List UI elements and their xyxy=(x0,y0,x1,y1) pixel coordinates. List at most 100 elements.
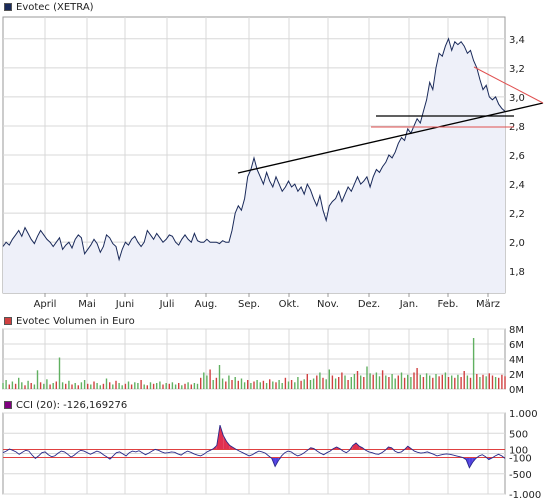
volume-bar xyxy=(369,373,371,390)
volume-bar xyxy=(253,381,255,389)
volume-bar xyxy=(360,375,362,389)
volume-bar xyxy=(165,383,167,389)
cci-y-tick-label: -500 xyxy=(509,470,532,481)
price-y-tick-label: 2,8 xyxy=(509,122,525,133)
price-y-tick-label: 3,0 xyxy=(509,93,525,104)
volume-y-tick-label: 2M xyxy=(509,370,524,381)
volume-bar xyxy=(196,383,199,390)
volume-bar xyxy=(353,374,356,389)
volume-bar xyxy=(262,380,265,390)
cci-fill-oversold xyxy=(469,457,473,468)
price-chart: 1,8 2,0 2,2 2,4 2,6 2,8 3,0 3,2 3,4 April Mai Juni J… xyxy=(2,16,544,310)
volume-bar xyxy=(388,377,390,389)
volume-bar xyxy=(65,383,67,390)
volume-bar xyxy=(33,384,36,389)
volume-bar xyxy=(77,385,79,390)
cci-y-tick-label: 1.000 xyxy=(509,409,538,420)
cci-chart-title-text: CCI (20): -126,169276 xyxy=(16,400,128,411)
volume-bar xyxy=(68,380,70,390)
volume-bar xyxy=(156,383,158,389)
volume-bar xyxy=(247,380,249,389)
volume-bar xyxy=(366,366,368,389)
volume-bar xyxy=(243,382,246,390)
volume-bar xyxy=(11,381,14,389)
volume-bar xyxy=(316,375,318,389)
volume-bar xyxy=(272,381,274,389)
volume-bar xyxy=(447,377,450,389)
volume-bar xyxy=(501,374,503,390)
volume-bar xyxy=(429,375,431,389)
volume-bar xyxy=(488,373,490,390)
volume-bar xyxy=(469,377,472,390)
price-y-tick-label: 2,0 xyxy=(509,238,525,249)
volume-bar xyxy=(121,385,123,390)
volume-bar xyxy=(112,384,114,389)
price-x-tick-label: Jan. xyxy=(399,299,419,310)
volume-bar xyxy=(256,380,258,389)
volume-bar xyxy=(485,376,487,390)
volume-bar xyxy=(472,338,475,389)
volume-bar xyxy=(152,383,155,390)
volume-bar xyxy=(479,377,481,389)
volume-bar xyxy=(309,380,312,389)
trend-line-red xyxy=(473,66,544,104)
volume-y-tick-label: 8M xyxy=(509,325,524,336)
volume-bar xyxy=(71,384,73,389)
volume-bar xyxy=(375,372,378,389)
volume-bar xyxy=(221,378,224,389)
price-x-tick-label: Feb. xyxy=(438,299,459,310)
volume-bar xyxy=(491,375,494,389)
trend-line-black xyxy=(237,102,544,174)
volume-bar xyxy=(190,384,192,389)
price-line xyxy=(2,37,506,262)
volume-bar xyxy=(52,383,54,389)
volume-bar xyxy=(137,383,139,389)
volume-bar xyxy=(171,382,174,390)
volume-bar xyxy=(403,377,406,390)
cci-line xyxy=(2,424,506,469)
volume-bar xyxy=(24,385,26,390)
volume-y-tick-label: 0M xyxy=(509,385,524,396)
volume-bar xyxy=(466,375,469,389)
cci-fill-overbought xyxy=(219,425,224,450)
volume-bar xyxy=(259,382,261,390)
volume-bar xyxy=(334,378,337,389)
volume-chart-title: Evotec Volumen in Euro xyxy=(4,315,135,328)
volume-bar xyxy=(8,384,10,389)
volume-bar xyxy=(58,357,61,389)
volume-bar xyxy=(344,375,346,389)
volume-bar xyxy=(90,384,92,389)
volume-bar xyxy=(460,377,462,389)
price-x-tick-label: März xyxy=(476,299,500,310)
volume-bar xyxy=(265,383,268,389)
volume-bar xyxy=(43,383,45,390)
volume-y-tick-label: 4M xyxy=(509,355,524,366)
volume-bar xyxy=(118,383,120,389)
volume-bar xyxy=(134,382,136,390)
square-swatch-icon xyxy=(4,3,12,11)
volume-bar xyxy=(294,382,296,390)
volume-bar xyxy=(432,377,434,390)
cci-fill-overbought xyxy=(356,442,360,450)
volume-bar xyxy=(212,380,214,389)
volume-bar xyxy=(275,382,277,390)
volume-bar xyxy=(372,374,374,390)
volume-bar xyxy=(504,376,506,390)
price-x-tick-label: Juni xyxy=(115,299,134,310)
cci-y-tick-label: -100 xyxy=(509,454,532,465)
volume-bar xyxy=(463,371,465,389)
volume-bar xyxy=(49,384,51,389)
volume-bar xyxy=(18,377,20,390)
volume-bar xyxy=(385,375,387,389)
price-x-tick-label: Aug. xyxy=(195,299,218,310)
price-y-tick-label: 2,4 xyxy=(509,180,525,191)
volume-bar xyxy=(416,368,418,389)
volume-bar xyxy=(341,372,343,389)
volume-bar xyxy=(397,375,399,389)
price-y-tick-label: 3,2 xyxy=(509,64,525,75)
volume-bar xyxy=(181,385,183,390)
price-x-tick-label: Mai xyxy=(78,299,96,310)
volume-bar xyxy=(498,377,500,390)
volume-bar xyxy=(168,383,170,390)
